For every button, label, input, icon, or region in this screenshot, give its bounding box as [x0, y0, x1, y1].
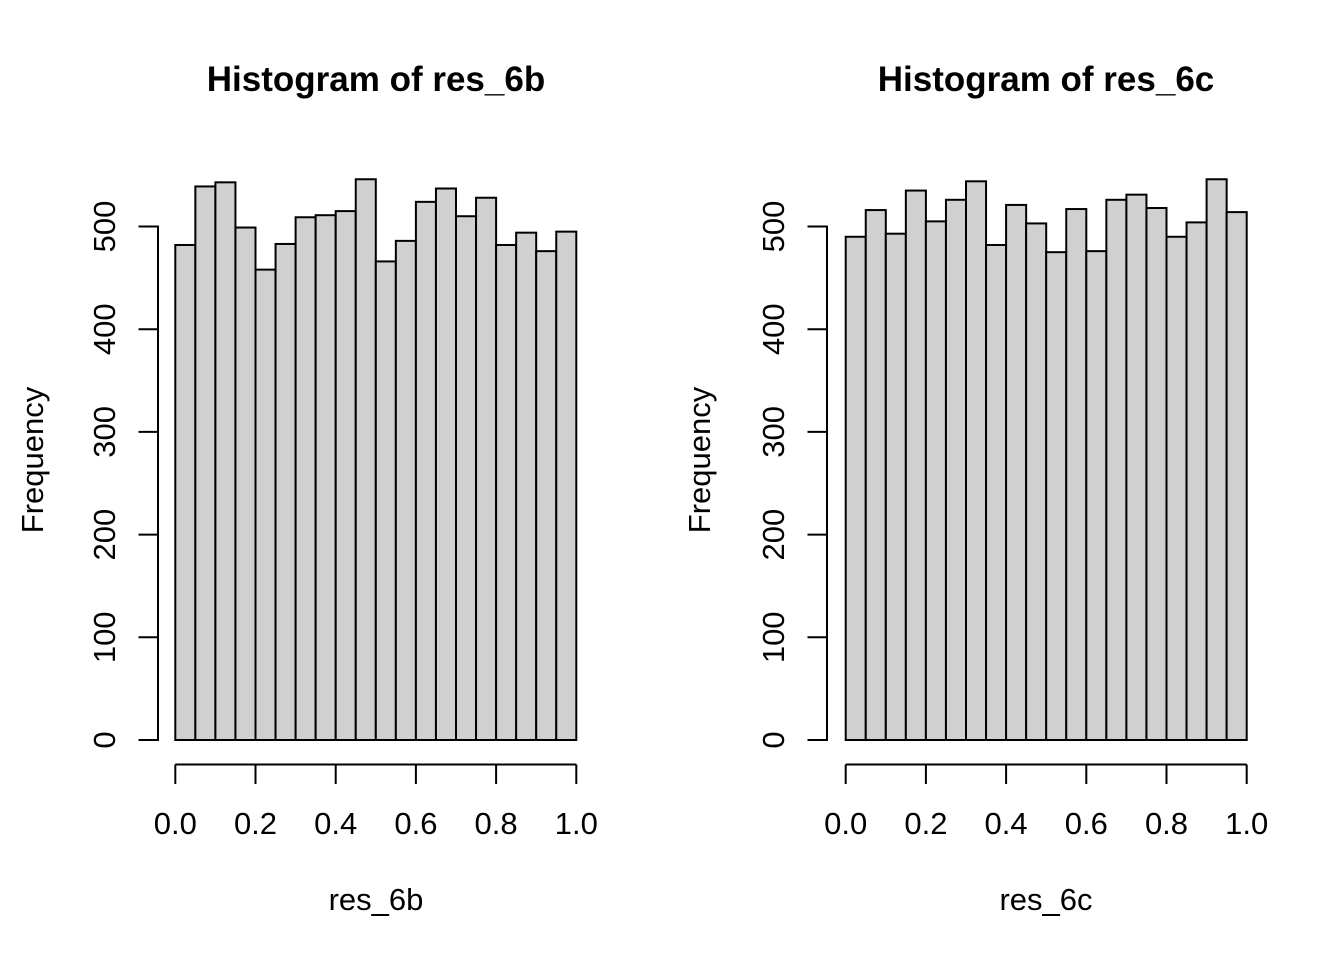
histogram-bar	[1105, 198, 1128, 742]
histogram-bar	[884, 232, 907, 741]
x-axis-tick-label: 0.8	[1145, 806, 1188, 841]
histogram-bar	[1225, 211, 1248, 741]
x-axis-tick-label: 1.0	[1225, 806, 1268, 841]
histogram-bar	[1125, 193, 1148, 742]
x-axis-tick-label: 0.0	[824, 806, 867, 841]
x-axis-tick-label: 0.6	[1065, 806, 1108, 841]
y-axis-tick-label: 200	[87, 509, 122, 561]
histogram-bar	[1165, 235, 1188, 742]
histogram-bar	[254, 268, 277, 741]
x-axis-tick-label: 0.2	[904, 806, 947, 841]
histogram-bar	[455, 215, 478, 742]
y-axis-tick-label: 300	[756, 406, 791, 458]
x-axis-tick-label: 0.4	[314, 806, 357, 841]
histogram-bar	[374, 260, 397, 741]
x-axis-tick-label: 1.0	[555, 806, 598, 841]
x-axis-tick-label: 0.0	[154, 806, 197, 841]
histogram-bar	[214, 181, 237, 741]
y-axis-tick-label: 400	[756, 303, 791, 355]
histogram-bar	[1045, 251, 1068, 741]
y-axis-tick-label: 300	[87, 406, 122, 458]
histogram-bar	[294, 216, 317, 741]
y-axis-tick-label: 200	[756, 509, 791, 561]
histogram-bar	[944, 198, 968, 742]
histogram-bar	[965, 180, 988, 741]
histogram-bar	[434, 187, 458, 741]
histogram-bar	[475, 196, 498, 742]
histogram-bar	[1005, 203, 1028, 741]
x-axis-tick-label: 0.8	[475, 806, 518, 841]
histogram-bar	[904, 189, 927, 741]
y-axis-tick-label: 500	[756, 201, 791, 253]
x-axis-tick-label: 0.2	[234, 806, 277, 841]
histogram-bar	[1065, 208, 1088, 742]
histogram-bar	[844, 235, 867, 742]
x-axis-tick-label: 0.4	[985, 806, 1028, 841]
left-x-axis-label: res_6b	[328, 882, 424, 917]
y-axis-tick-label: 100	[756, 611, 791, 663]
histogram-bar	[414, 200, 437, 742]
histogram-bar	[1025, 222, 1048, 742]
y-axis-tick-label: 0	[756, 731, 791, 748]
x-axis-tick-label: 0.6	[394, 806, 437, 841]
histogram-bar	[354, 178, 377, 741]
histogram-bar	[174, 243, 197, 742]
histogram-bar	[334, 210, 357, 742]
histogram-bar	[495, 243, 518, 742]
histogram-bar	[924, 220, 947, 741]
histogram-bar	[555, 230, 578, 741]
histogram-bar	[1205, 178, 1228, 741]
histogram-bar	[985, 243, 1008, 742]
y-axis-tick-label: 100	[87, 611, 122, 663]
histogram-bar	[274, 242, 297, 742]
y-axis-tick-label: 0	[87, 731, 122, 748]
histogram-bar	[1085, 250, 1108, 741]
histogram-bar	[314, 214, 337, 741]
histogram-bar	[864, 209, 887, 741]
histogram-bar	[394, 239, 417, 741]
histogram-bar	[234, 226, 257, 741]
right-x-axis-label: res_6c	[999, 882, 1093, 917]
right-y-axis-label: Frequency	[682, 386, 717, 534]
y-axis-tick-label: 400	[87, 303, 122, 355]
histogram-bar	[515, 231, 538, 741]
histogram-bar	[1145, 207, 1168, 741]
histogram-bar	[535, 250, 558, 741]
y-axis-tick-label: 500	[87, 201, 122, 253]
left-chart-title: Histogram of res_6b	[206, 60, 546, 99]
histogram-bar	[194, 185, 217, 741]
right-chart-title: Histogram of res_6c	[877, 60, 1215, 99]
left-y-axis-label: Frequency	[15, 386, 50, 534]
histogram-bar	[1185, 221, 1208, 741]
